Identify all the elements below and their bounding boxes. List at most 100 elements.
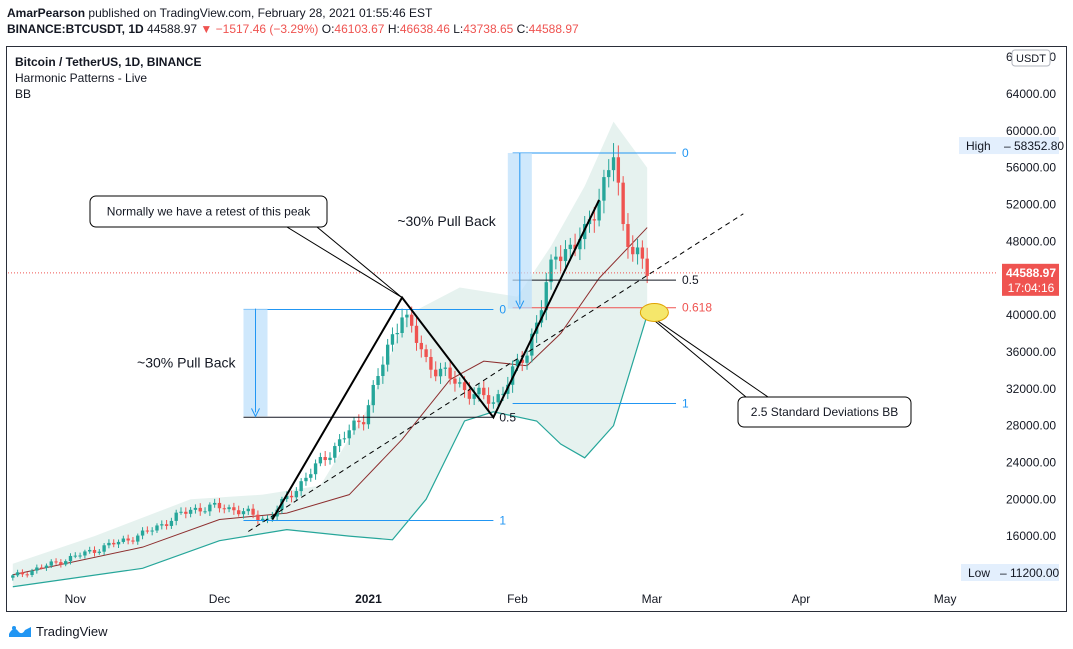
price-axis[interactable]: 68000.0064000.0060000.0056000.0052000.00… bbox=[959, 47, 1066, 611]
candle bbox=[49, 559, 53, 569]
candle-body bbox=[544, 282, 548, 311]
price-tick-label: 20000.00 bbox=[1006, 492, 1056, 506]
candle-body bbox=[227, 507, 231, 510]
candle bbox=[208, 502, 212, 516]
candle-body bbox=[121, 538, 126, 542]
bb-basis-line bbox=[12, 227, 648, 576]
candle bbox=[530, 328, 534, 363]
candle-body bbox=[429, 356, 433, 370]
candle bbox=[44, 563, 49, 571]
candle bbox=[150, 527, 154, 536]
candle-body bbox=[626, 224, 630, 247]
candle bbox=[544, 272, 548, 321]
candle-body bbox=[236, 510, 241, 515]
candle bbox=[261, 516, 265, 523]
candle-body bbox=[208, 504, 212, 512]
change-value: −1517.46 (−3.29%) bbox=[215, 22, 319, 36]
candle-body bbox=[164, 524, 169, 526]
candle-body bbox=[405, 314, 409, 318]
bb-lower-line bbox=[12, 314, 648, 588]
candle bbox=[164, 520, 169, 530]
candle-body bbox=[193, 507, 198, 510]
candle-body bbox=[549, 259, 553, 283]
candle bbox=[236, 505, 241, 517]
candle-body bbox=[179, 511, 183, 513]
author-name[interactable]: AmarPearson bbox=[7, 6, 86, 20]
candle bbox=[198, 503, 202, 516]
candles bbox=[8, 143, 998, 581]
high-value: – 58352.80 bbox=[1004, 139, 1064, 153]
bb-fill bbox=[12, 121, 648, 587]
candle bbox=[597, 188, 601, 227]
candle-body bbox=[443, 367, 448, 369]
candle-body bbox=[496, 394, 500, 403]
candle-body bbox=[578, 239, 582, 250]
pattern-line bbox=[271, 199, 601, 521]
candle bbox=[217, 498, 222, 513]
candle bbox=[626, 213, 630, 259]
candle bbox=[160, 520, 164, 530]
candle bbox=[140, 527, 145, 540]
pullback-arrow-head bbox=[251, 408, 260, 418]
candle-body bbox=[35, 567, 39, 571]
candle-body bbox=[25, 574, 29, 576]
candle-body bbox=[347, 430, 351, 439]
candle bbox=[289, 490, 294, 503]
high-value: 46638.46 bbox=[399, 22, 450, 36]
candle-body bbox=[645, 258, 649, 276]
candle bbox=[472, 387, 476, 406]
candle-body bbox=[188, 509, 193, 514]
high-badge bbox=[959, 137, 1059, 155]
candle bbox=[126, 534, 130, 545]
fib-right: 0 0.5 0.618 1 bbox=[512, 146, 712, 410]
symbol-label: BINANCE:BTCUSDT, 1D bbox=[7, 22, 144, 36]
candle-body bbox=[136, 535, 140, 542]
candle-body bbox=[155, 525, 159, 531]
candle bbox=[112, 539, 116, 548]
chart-legend: Bitcoin / TetherUS, 1D, BINANCE Harmonic… bbox=[15, 54, 201, 102]
candle bbox=[491, 396, 496, 409]
footer-brand: TradingView bbox=[36, 623, 108, 639]
time-tick-label: Nov bbox=[65, 592, 86, 606]
candle-body bbox=[246, 508, 250, 512]
candle bbox=[328, 452, 332, 465]
candle bbox=[83, 549, 87, 559]
callout-text: Normally we have a retest of this peak bbox=[107, 205, 311, 219]
candle bbox=[20, 569, 25, 578]
candle bbox=[390, 327, 395, 352]
candle-body bbox=[184, 511, 188, 514]
candle-body bbox=[419, 342, 423, 350]
callout-box bbox=[737, 396, 912, 428]
candle-body bbox=[573, 244, 577, 250]
callout: 2.5 Standard Deviations BB bbox=[639, 302, 912, 428]
candle-body bbox=[366, 405, 371, 425]
time-tick-label: Feb bbox=[507, 592, 528, 606]
candle bbox=[212, 498, 217, 508]
candle bbox=[121, 535, 126, 544]
candle bbox=[578, 227, 582, 261]
candle bbox=[376, 368, 380, 390]
candle bbox=[145, 526, 150, 534]
legend-indicator-bb[interactable]: BB bbox=[15, 87, 32, 101]
annotations: Normally we have a retest of this peak 2.… bbox=[89, 195, 912, 428]
callout-pointer bbox=[285, 226, 403, 299]
candle-body bbox=[434, 369, 438, 377]
time-axis[interactable]: Nov Dec 2021 Feb Mar Apr May bbox=[65, 592, 957, 606]
candle-body bbox=[395, 333, 399, 335]
candle-body bbox=[63, 561, 68, 565]
candle bbox=[342, 431, 347, 443]
candle-body bbox=[49, 561, 53, 566]
candle bbox=[92, 546, 97, 557]
candle-body bbox=[424, 349, 428, 357]
legend-indicator-harmonic[interactable]: Harmonic Patterns - Live bbox=[15, 71, 148, 85]
candle-body bbox=[150, 530, 154, 532]
fib-level-label: 0 bbox=[499, 303, 506, 317]
tradingview-footer[interactable]: TradingView bbox=[8, 622, 108, 640]
candle bbox=[155, 523, 159, 533]
callout-text: 2.5 Standard Deviations BB bbox=[751, 405, 898, 419]
candle-body bbox=[145, 530, 150, 532]
candle bbox=[424, 344, 428, 363]
candle-body bbox=[357, 420, 361, 423]
